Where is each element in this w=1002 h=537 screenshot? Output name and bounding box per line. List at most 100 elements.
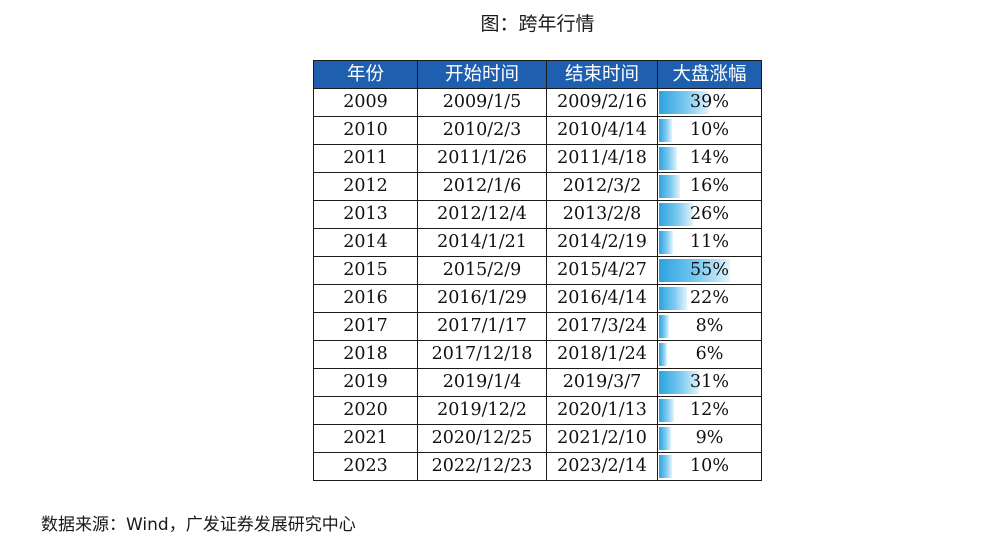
table-row: 2016 2016/1/29 2016/4/14 22% bbox=[313, 284, 762, 313]
table-row: 2017 2017/1/17 2017/3/24 8% bbox=[313, 312, 762, 341]
gain-data-bar bbox=[659, 315, 669, 338]
table-body: 2009 2009/1/5 2009/2/16 39% 2010 2010/2/3 2010… bbox=[313, 88, 762, 481]
cell-end-date: 2010/4/14 bbox=[546, 116, 658, 145]
cell-end-date: 2023/2/14 bbox=[546, 452, 658, 481]
cell-start-date: 2011/1/26 bbox=[417, 144, 547, 173]
cell-end-date: 2014/2/19 bbox=[546, 228, 658, 257]
data-table-container: 年份 开始时间 结束时间 大盘涨幅 2009 2009/1/5 2009/2/16 3… bbox=[313, 60, 762, 481]
gain-label: 8% bbox=[695, 316, 724, 336]
cell-start-date: 2012/1/6 bbox=[417, 172, 547, 201]
gain-data-bar bbox=[659, 203, 693, 226]
cross-year-table: 年份 开始时间 结束时间 大盘涨幅 2009 2009/1/5 2009/2/16 3… bbox=[313, 60, 762, 481]
cell-year: 2010 bbox=[313, 116, 418, 145]
cell-end-date: 2009/2/16 bbox=[546, 88, 658, 117]
cell-market-gain: 55% bbox=[657, 256, 762, 285]
gain-data-bar bbox=[659, 231, 673, 254]
cell-end-date: 2011/4/18 bbox=[546, 144, 658, 173]
cell-year: 2014 bbox=[313, 228, 418, 257]
gain-label: 39% bbox=[690, 92, 729, 112]
cell-market-gain: 22% bbox=[657, 284, 762, 313]
table-row: 2010 2010/2/3 2010/4/14 10% bbox=[313, 116, 762, 145]
cell-year: 2011 bbox=[313, 144, 418, 173]
gain-label: 14% bbox=[690, 148, 729, 168]
cell-start-date: 2019/1/4 bbox=[417, 368, 547, 397]
header-start-date: 开始时间 bbox=[417, 60, 547, 89]
cell-market-gain: 9% bbox=[657, 424, 762, 453]
gain-data-bar bbox=[659, 119, 672, 142]
cell-start-date: 2016/1/29 bbox=[417, 284, 547, 313]
cell-year: 2013 bbox=[313, 200, 418, 229]
cell-start-date: 2019/12/2 bbox=[417, 396, 547, 425]
cell-end-date: 2016/4/14 bbox=[546, 284, 658, 313]
cell-year: 2020 bbox=[313, 396, 418, 425]
cell-start-date: 2010/2/3 bbox=[417, 116, 547, 145]
table-row: 2015 2015/2/9 2015/4/27 55% bbox=[313, 256, 762, 285]
table-row: 2021 2020/12/25 2021/2/10 9% bbox=[313, 424, 762, 453]
chart-title: 图：跨年行情 bbox=[480, 13, 595, 35]
cell-start-date: 2009/1/5 bbox=[417, 88, 547, 117]
gain-data-bar bbox=[659, 427, 671, 450]
cell-year: 2015 bbox=[313, 256, 418, 285]
gain-label: 22% bbox=[690, 288, 729, 308]
cell-year: 2016 bbox=[313, 284, 418, 313]
cell-start-date: 2017/12/18 bbox=[417, 340, 547, 369]
cell-start-date: 2020/12/25 bbox=[417, 424, 547, 453]
table-row: 2023 2022/12/23 2023/2/14 10% bbox=[313, 452, 762, 481]
cell-end-date: 2020/1/13 bbox=[546, 396, 658, 425]
gain-data-bar bbox=[659, 147, 677, 170]
cell-year: 2019 bbox=[313, 368, 418, 397]
cell-market-gain: 10% bbox=[657, 452, 762, 481]
cell-start-date: 2017/1/17 bbox=[417, 312, 547, 341]
cell-market-gain: 26% bbox=[657, 200, 762, 229]
cell-year: 2009 bbox=[313, 88, 418, 117]
gain-data-bar bbox=[659, 343, 667, 366]
cell-end-date: 2017/3/24 bbox=[546, 312, 658, 341]
gain-label: 26% bbox=[690, 204, 729, 224]
gain-label: 10% bbox=[690, 456, 729, 476]
gain-label: 11% bbox=[690, 232, 729, 252]
table-row: 2018 2017/12/18 2018/1/24 6% bbox=[313, 340, 762, 369]
cell-end-date: 2021/2/10 bbox=[546, 424, 658, 453]
gain-data-bar bbox=[659, 399, 674, 422]
gain-data-bar bbox=[659, 371, 699, 394]
cell-start-date: 2012/12/4 bbox=[417, 200, 547, 229]
gain-label: 9% bbox=[695, 428, 724, 448]
table-row: 2019 2019/1/4 2019/3/7 31% bbox=[313, 368, 762, 397]
gain-label: 6% bbox=[695, 344, 724, 364]
gain-label: 10% bbox=[690, 120, 729, 140]
gain-data-bar bbox=[659, 175, 680, 198]
cell-market-gain: 12% bbox=[657, 396, 762, 425]
cell-start-date: 2014/1/21 bbox=[417, 228, 547, 257]
cell-year: 2012 bbox=[313, 172, 418, 201]
table-row: 2011 2011/1/26 2011/4/18 14% bbox=[313, 144, 762, 173]
cell-year: 2021 bbox=[313, 424, 418, 453]
gain-data-bar bbox=[659, 91, 709, 114]
cell-end-date: 2013/2/8 bbox=[546, 200, 658, 229]
cell-market-gain: 16% bbox=[657, 172, 762, 201]
header-year: 年份 bbox=[313, 60, 418, 89]
table-header-row: 年份 开始时间 结束时间 大盘涨幅 bbox=[313, 60, 762, 89]
cell-year: 2017 bbox=[313, 312, 418, 341]
cell-year: 2023 bbox=[313, 452, 418, 481]
cell-end-date: 2018/1/24 bbox=[546, 340, 658, 369]
cell-end-date: 2012/3/2 bbox=[546, 172, 658, 201]
cell-start-date: 2015/2/9 bbox=[417, 256, 547, 285]
cell-market-gain: 8% bbox=[657, 312, 762, 341]
data-source-note: 数据来源：Wind，广发证券发展研究中心 bbox=[41, 515, 356, 535]
table-row: 2012 2012/1/6 2012/3/2 16% bbox=[313, 172, 762, 201]
cell-market-gain: 11% bbox=[657, 228, 762, 257]
cell-market-gain: 14% bbox=[657, 144, 762, 173]
gain-label: 31% bbox=[690, 372, 729, 392]
cell-market-gain: 6% bbox=[657, 340, 762, 369]
gain-label: 16% bbox=[690, 176, 729, 196]
cell-end-date: 2019/3/7 bbox=[546, 368, 658, 397]
cell-end-date: 2015/4/27 bbox=[546, 256, 658, 285]
gain-data-bar bbox=[659, 455, 672, 478]
cell-market-gain: 10% bbox=[657, 116, 762, 145]
table-row: 2013 2012/12/4 2013/2/8 26% bbox=[313, 200, 762, 229]
header-market-gain: 大盘涨幅 bbox=[657, 60, 762, 89]
gain-label: 55% bbox=[690, 260, 729, 280]
cell-market-gain: 31% bbox=[657, 368, 762, 397]
table-row: 2009 2009/1/5 2009/2/16 39% bbox=[313, 88, 762, 117]
table-row: 2020 2019/12/2 2020/1/13 12% bbox=[313, 396, 762, 425]
